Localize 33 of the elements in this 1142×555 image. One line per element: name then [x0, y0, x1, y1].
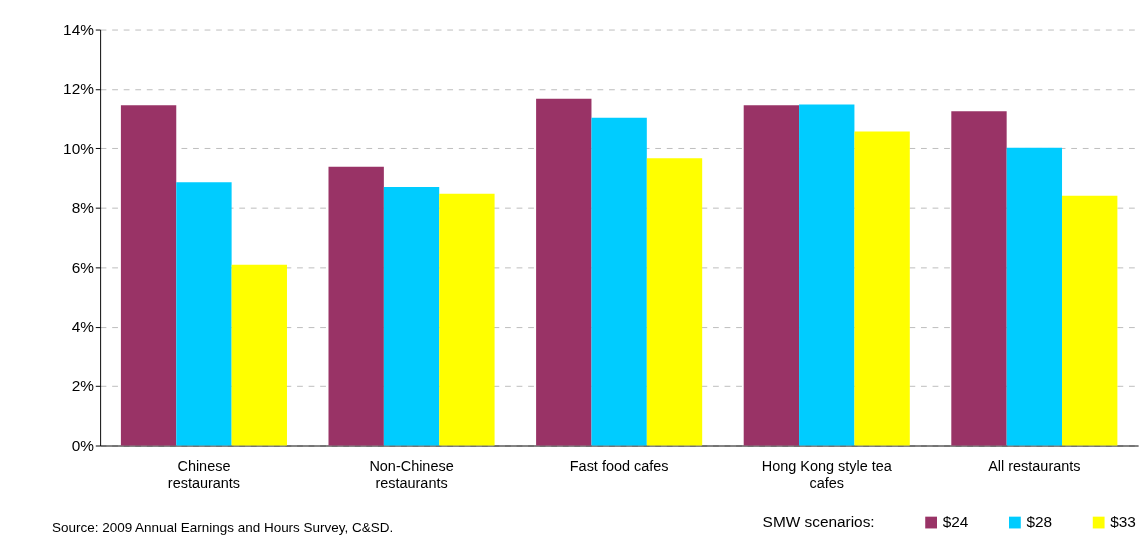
bar [591, 117, 647, 446]
bar [854, 131, 910, 446]
bar [646, 158, 703, 446]
bar [1006, 147, 1063, 446]
x-tick-label: Fast food cafes [569, 458, 669, 475]
y-tick-label: 8% [71, 199, 95, 217]
y-tick-label: 4% [71, 317, 95, 335]
y-tick-label: 2% [71, 377, 95, 395]
y-tick-label: 14% [63, 20, 95, 38]
bar [1062, 195, 1118, 446]
y-tick-label: 10% [63, 139, 95, 157]
x-tick-label: All restaurants [988, 458, 1081, 475]
bar [120, 105, 177, 446]
legend-label: $24 [942, 513, 969, 531]
bar [799, 104, 855, 446]
x-tick-label: Non-Chinese restaurants [369, 458, 454, 492]
bar [536, 98, 592, 446]
bar [743, 105, 800, 446]
source-note: Source: 2009 Annual Earnings and Hours Survey, C&SD. [52, 520, 394, 536]
y-tick-label: 0% [71, 436, 95, 454]
x-tick-label: Hong Kong style tea cafes [761, 458, 893, 492]
x-tick-label: Chinese restaurants [167, 458, 241, 492]
legend-title: SMW scenarios: [762, 513, 875, 531]
bar [439, 193, 495, 446]
bar [176, 182, 232, 446]
bar [231, 264, 287, 446]
legend-label: $28 [1026, 513, 1053, 531]
legend-label: $33 [1110, 513, 1136, 531]
bar [383, 187, 440, 446]
bar [328, 166, 384, 446]
y-tick-label: 12% [63, 80, 95, 98]
y-tick-label: 6% [71, 258, 95, 276]
bar [951, 111, 1007, 446]
